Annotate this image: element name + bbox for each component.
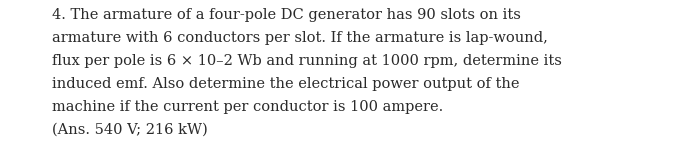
Text: machine if the current per conductor is 100 ampere.: machine if the current per conductor is … bbox=[52, 100, 443, 114]
Text: induced emf. Also determine the electrical power output of the: induced emf. Also determine the electric… bbox=[52, 77, 519, 91]
Text: armature with 6 conductors per slot. If the armature is lap-wound,: armature with 6 conductors per slot. If … bbox=[52, 31, 548, 45]
Text: 4. The armature of a four-pole DC generator has 90 slots on its: 4. The armature of a four-pole DC genera… bbox=[52, 8, 521, 22]
Text: flux per pole is 6 × 10–2 Wb and running at 1000 rpm, determine its: flux per pole is 6 × 10–2 Wb and running… bbox=[52, 54, 562, 68]
Text: (Ans. 540 V; 216 kW): (Ans. 540 V; 216 kW) bbox=[52, 123, 208, 137]
